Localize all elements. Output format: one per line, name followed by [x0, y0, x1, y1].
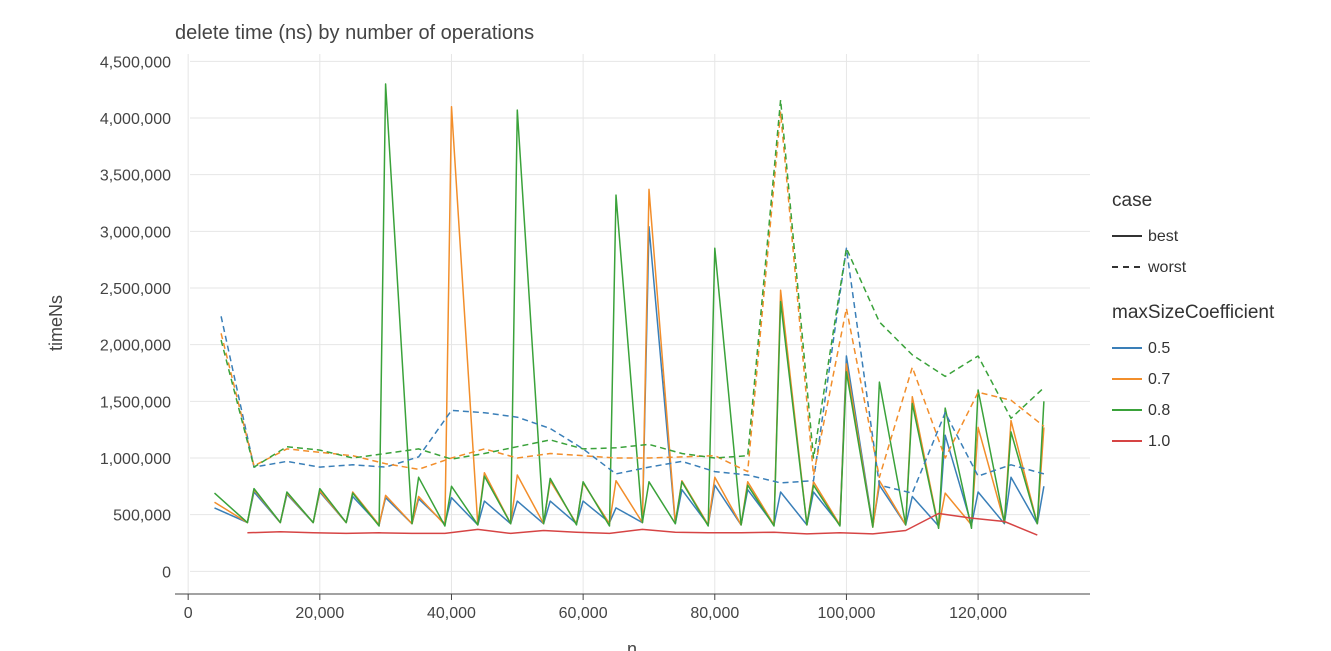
- series-line-1-0-best: [247, 512, 1038, 536]
- x-tick-label-4: 80,000: [690, 605, 739, 622]
- legend-coefficient-label-0-8: 0.8: [1148, 402, 1170, 419]
- x-tick-label-1: 20,000: [295, 605, 344, 622]
- series-line-0-5-worst: [220, 247, 1045, 494]
- legend-case-label-best: best: [1148, 228, 1179, 245]
- x-tick-label-3: 60,000: [559, 605, 608, 622]
- y-axis-label: timeNs: [46, 295, 66, 351]
- axes: 0 20,000 40,000 60,000 80,000 100,000 120,000 0…: [100, 54, 1090, 622]
- chart-title: delete time (ns) by number of operations: [175, 22, 534, 44]
- grid: [187, 54, 1090, 594]
- series-line-0-7-best: [214, 105, 1045, 528]
- legend-coefficient-title: maxSizeCoefficient: [1112, 302, 1275, 323]
- x-axis-label: n: [627, 639, 637, 651]
- y-tick-label-6: 3,000,000: [100, 224, 171, 241]
- series-line-0-7-worst: [220, 111, 1045, 479]
- x-tick-label-6: 120,000: [949, 605, 1007, 622]
- y-tick-label-3: 1,500,000: [100, 394, 171, 411]
- series-line-0-8-best: [213, 83, 1045, 530]
- y-tick-label-4: 2,000,000: [100, 338, 171, 355]
- legend-coefficient-label-1-0: 1.0: [1148, 433, 1170, 450]
- series-line-0-5-best: [214, 226, 1045, 527]
- x-tick-label-0: 0: [184, 605, 193, 622]
- y-tick-label-5: 2,500,000: [100, 281, 171, 298]
- legend-case-title: case: [1112, 190, 1152, 211]
- legend-coefficient-label-0-5: 0.5: [1148, 340, 1170, 357]
- series-lines: [213, 83, 1045, 536]
- y-tick-label-9: 4,500,000: [100, 54, 171, 71]
- legend-case-label-worst: worst: [1147, 259, 1187, 276]
- y-tick-label-0: 0: [162, 564, 171, 581]
- y-tick-label-2: 1,000,000: [100, 451, 171, 468]
- y-tick-label-7: 3,500,000: [100, 168, 171, 185]
- y-tick-label-8: 4,000,000: [100, 111, 171, 128]
- legend: case best worst maxSizeCoefficient 0.5 0.7 0.8…: [1112, 190, 1275, 450]
- series-line-0-8-worst: [220, 99, 1045, 468]
- x-tick-label-5: 100,000: [818, 605, 876, 622]
- x-tick-label-2: 40,000: [427, 605, 476, 622]
- legend-coefficient-label-0-7: 0.7: [1148, 371, 1170, 388]
- y-tick-label-1: 500,000: [113, 508, 171, 525]
